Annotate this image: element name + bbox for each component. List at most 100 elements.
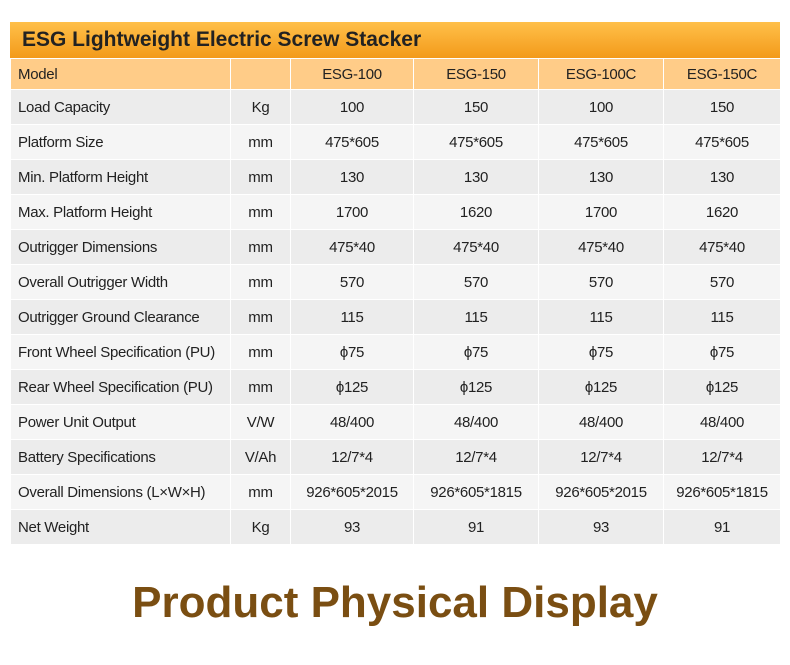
row-label: Platform Size [10, 124, 231, 160]
cell-value: ϕ75 [538, 334, 664, 370]
header-cell [230, 58, 291, 90]
table-row: Max. Platform Height mm 1700 1620 1700 1620 [10, 194, 781, 230]
table-row: Platform Size mm 475*605 475*605 475*605 475*… [10, 124, 781, 160]
table-row: Net Weight Kg 93 91 93 91 [10, 509, 781, 545]
unit: Kg [230, 509, 291, 545]
cell-value: 115 [663, 299, 781, 335]
cell-value: ϕ75 [663, 334, 781, 370]
unit: mm [230, 334, 291, 370]
unit: mm [230, 194, 291, 230]
model-name: ESG-100 [290, 58, 414, 90]
cell-value: 150 [663, 89, 781, 125]
table-row: Outrigger Ground Clearance mm 115 115 115 115 [10, 299, 781, 335]
cell-value: 100 [290, 89, 414, 125]
cell-value: 48/400 [413, 404, 539, 440]
unit: V/Ah [230, 439, 291, 475]
cell-value: 48/400 [663, 404, 781, 440]
header-label: Model [10, 58, 231, 90]
table-row: Front Wheel Specification (PU) mm ϕ75 ϕ75 ϕ7… [10, 334, 781, 370]
cell-value: 1620 [413, 194, 539, 230]
cell-value: 115 [538, 299, 664, 335]
row-label: Outrigger Dimensions [10, 229, 231, 265]
unit: mm [230, 159, 291, 195]
cell-value: ϕ125 [413, 369, 539, 405]
cell-value: 570 [290, 264, 414, 300]
cell-value: 93 [538, 509, 664, 545]
cell-value: 926*605*2015 [538, 474, 664, 510]
table-row: Outrigger Dimensions mm 475*40 475*40 475*40… [10, 229, 781, 265]
table-row: Power Unit Output V/W 48/400 48/400 48/400 48… [10, 404, 781, 440]
cell-value: 475*40 [413, 229, 539, 265]
cell-value: 93 [290, 509, 414, 545]
unit: mm [230, 474, 291, 510]
cell-value: ϕ125 [663, 369, 781, 405]
table-row: Min. Platform Height mm 130 130 130 130 [10, 159, 781, 195]
spec-table: Model ESG-100 ESG-150 ESG-100C ESG-150C Load … [10, 58, 781, 545]
cell-value: 926*605*1815 [663, 474, 781, 510]
cell-value: 100 [538, 89, 664, 125]
row-label: Min. Platform Height [10, 159, 231, 195]
table-row: Rear Wheel Specification (PU) mm ϕ125 ϕ125 ϕ… [10, 369, 781, 405]
header-row: Model ESG-100 ESG-150 ESG-100C ESG-150C [10, 58, 781, 90]
row-label: Load Capacity [10, 89, 231, 125]
cell-value: 475*605 [413, 124, 539, 160]
row-label: Power Unit Output [10, 404, 231, 440]
model-name: ESG-150 [413, 58, 539, 90]
row-label: Outrigger Ground Clearance [10, 299, 231, 335]
cell-value: 475*40 [663, 229, 781, 265]
unit: mm [230, 299, 291, 335]
table-row: Overall Dimensions (L×W×H) mm 926*605*2015… [10, 474, 781, 510]
cell-value: 12/7*4 [663, 439, 781, 475]
cell-value: ϕ125 [290, 369, 414, 405]
cell-value: ϕ75 [290, 334, 414, 370]
unit: mm [230, 229, 291, 265]
cell-value: 130 [663, 159, 781, 195]
cell-value: 475*605 [538, 124, 664, 160]
unit: mm [230, 369, 291, 405]
cell-value: 475*605 [290, 124, 414, 160]
unit: Kg [230, 89, 291, 125]
row-label: Max. Platform Height [10, 194, 231, 230]
cell-value: 130 [538, 159, 664, 195]
row-label: Net Weight [10, 509, 231, 545]
row-label: Rear Wheel Specification (PU) [10, 369, 231, 405]
unit: mm [230, 124, 291, 160]
cell-value: 1700 [290, 194, 414, 230]
cell-value: 475*40 [290, 229, 414, 265]
unit: mm [230, 264, 291, 300]
unit: V/W [230, 404, 291, 440]
table-row: Battery Specifications V/Ah 12/7*4 12/7*4 12… [10, 439, 781, 475]
cell-value: 150 [413, 89, 539, 125]
cell-value: 570 [413, 264, 539, 300]
cell-value: 475*40 [538, 229, 664, 265]
cell-value: 12/7*4 [290, 439, 414, 475]
cell-value: 926*605*2015 [290, 474, 414, 510]
cell-value: ϕ75 [413, 334, 539, 370]
cell-value: 12/7*4 [538, 439, 664, 475]
cell-value: 115 [413, 299, 539, 335]
cell-value: 570 [538, 264, 664, 300]
cell-value: 91 [663, 509, 781, 545]
cell-value: 570 [663, 264, 781, 300]
cell-value: 12/7*4 [413, 439, 539, 475]
row-label: Overall Dimensions (L×W×H) [10, 474, 231, 510]
cell-value: 48/400 [290, 404, 414, 440]
cell-value: 130 [413, 159, 539, 195]
section-heading: Product Physical Display [132, 578, 658, 627]
cell-value: 130 [290, 159, 414, 195]
cell-value: 1700 [538, 194, 664, 230]
table-title: ESG Lightweight Electric Screw Stacker [10, 22, 780, 58]
table-row: Overall Outrigger Width mm 570 570 570 570 [10, 264, 781, 300]
cell-value: 926*605*1815 [413, 474, 539, 510]
cell-value: ϕ125 [538, 369, 664, 405]
model-name: ESG-150C [663, 58, 781, 90]
cell-value: 91 [413, 509, 539, 545]
model-name: ESG-100C [538, 58, 664, 90]
table-row: Load Capacity Kg 100 150 100 150 [10, 89, 781, 125]
row-label: Front Wheel Specification (PU) [10, 334, 231, 370]
cell-value: 48/400 [538, 404, 664, 440]
cell-value: 115 [290, 299, 414, 335]
cell-value: 475*605 [663, 124, 781, 160]
row-label: Battery Specifications [10, 439, 231, 475]
